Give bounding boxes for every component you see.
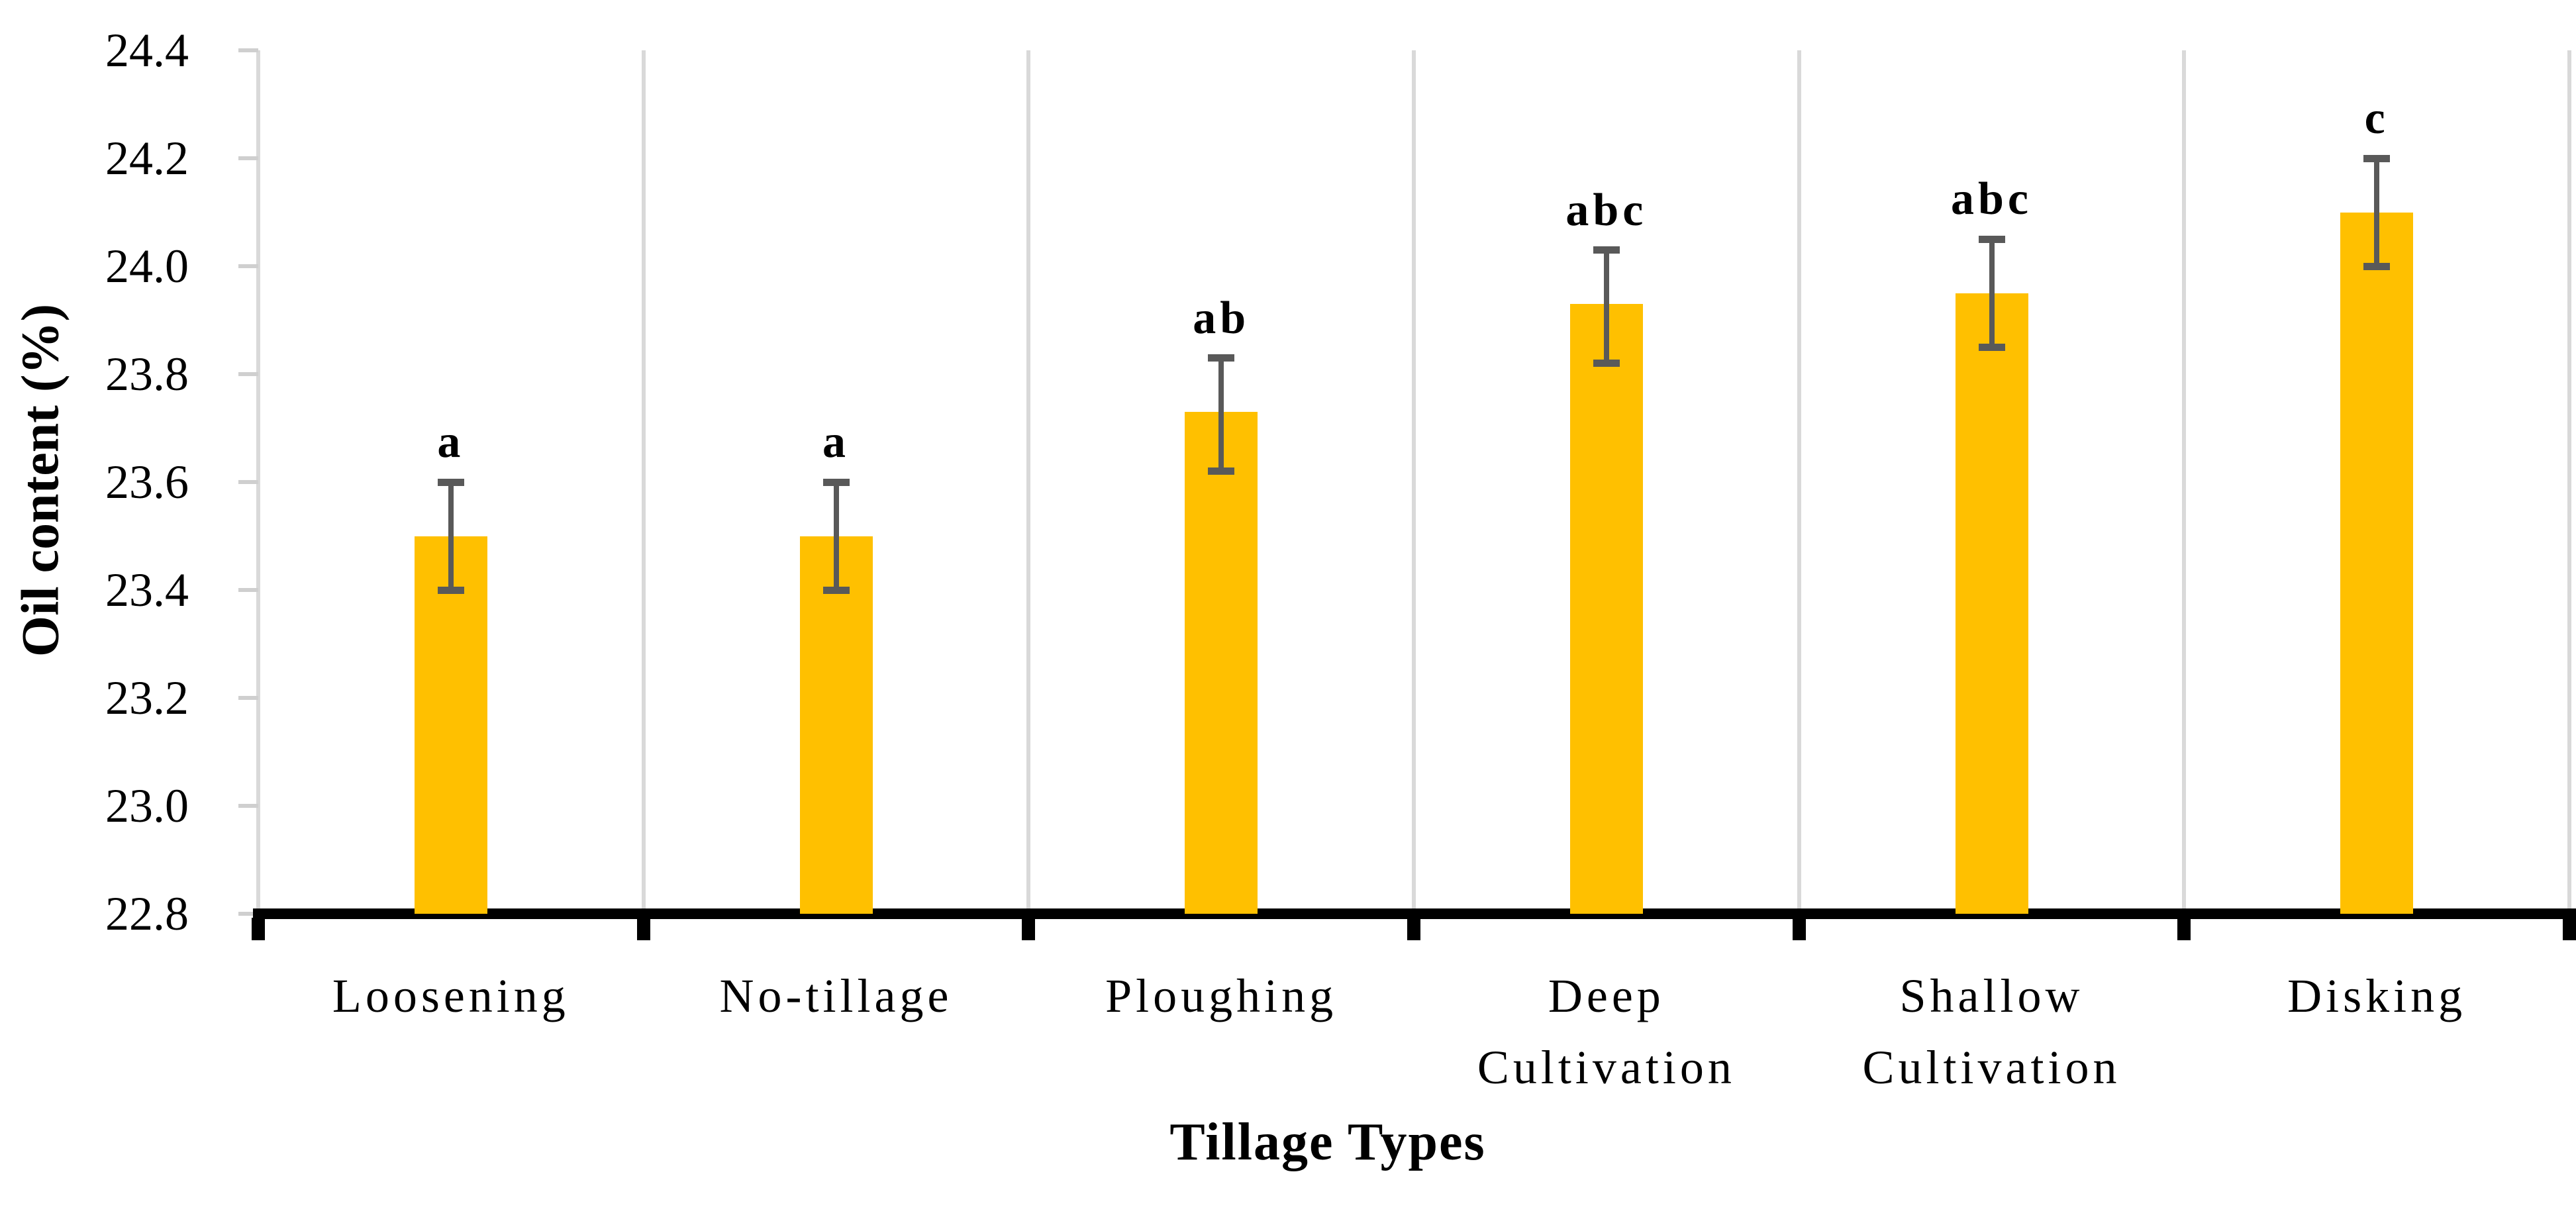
significance-letter: c — [2364, 93, 2389, 144]
category-gridline — [2567, 50, 2571, 914]
y-axis-tick — [238, 156, 258, 160]
bar — [1185, 412, 1258, 914]
x-category-label: Loosening — [332, 969, 570, 1022]
y-axis-tick — [238, 696, 258, 700]
y-tick-label: 24.0 — [105, 240, 189, 293]
error-bar-cap — [437, 478, 464, 486]
category-gridline — [2182, 50, 2187, 914]
significance-letter: ab — [1193, 292, 1250, 344]
x-axis-tick — [636, 918, 650, 940]
error-bar-cap — [2363, 154, 2391, 162]
error-bar-cap — [1978, 235, 2005, 243]
x-axis-tick — [252, 918, 265, 940]
error-bar — [1218, 358, 1224, 471]
significance-letter: a — [822, 416, 850, 467]
y-tick-label: 22.8 — [105, 887, 189, 940]
y-tick-label: 23.8 — [105, 348, 189, 401]
significance-letter: a — [437, 416, 465, 467]
x-axis-line — [253, 908, 2576, 919]
y-tick-label: 24.2 — [105, 132, 189, 185]
error-bar-cap — [1208, 354, 1235, 362]
x-category-label: Shallow Cultivation — [1862, 969, 2121, 1094]
x-axis-tick — [1792, 918, 1806, 940]
significance-letter: abc — [1951, 173, 2032, 225]
y-axis-tick — [238, 48, 258, 52]
x-axis-tick — [2563, 918, 2576, 940]
error-bar-cap — [1978, 343, 2005, 351]
y-tick-label: 24.4 — [105, 24, 189, 77]
y-axis-tick — [238, 372, 258, 376]
bar — [414, 536, 487, 914]
x-axis-tick — [1022, 918, 1036, 940]
category-gridline — [1797, 50, 1801, 914]
category-gridline — [641, 50, 646, 914]
y-axis-tick — [238, 804, 258, 808]
y-axis-tick — [238, 588, 258, 592]
y-tick-label: 23.2 — [105, 671, 189, 724]
y-tick-label: 23.6 — [105, 456, 189, 509]
error-bar-cap — [1593, 360, 1620, 367]
y-axis-tick — [238, 480, 258, 484]
bar — [2340, 212, 2414, 914]
y-tick-label: 23.4 — [105, 563, 189, 616]
y-axis-tick — [238, 264, 258, 268]
error-bar-cap — [437, 586, 464, 594]
y-axis-tick — [238, 912, 258, 916]
x-axis-title: Tillage Types — [1169, 1113, 1486, 1171]
x-category-label: Disking — [2287, 969, 2467, 1022]
error-bar-cap — [1593, 246, 1620, 254]
x-axis-tick — [2177, 918, 2191, 940]
category-gridline — [1412, 50, 1416, 914]
x-category-label: Ploughing — [1105, 969, 1338, 1022]
x-category-label: No-tillage — [719, 969, 953, 1022]
error-bar-cap — [2363, 262, 2391, 270]
error-bar-cap — [1208, 467, 1235, 475]
error-bar — [448, 482, 454, 590]
bar — [1569, 304, 1643, 914]
x-axis-tick — [1407, 918, 1420, 940]
error-bar — [1989, 239, 1995, 348]
y-tick-label: 23.0 — [105, 779, 189, 832]
error-bar — [2374, 158, 2380, 266]
bar — [799, 536, 873, 914]
error-bar-cap — [822, 478, 850, 486]
category-gridline — [1026, 50, 1031, 914]
y-axis-line — [256, 50, 260, 914]
bar — [1955, 293, 2028, 914]
error-bar-cap — [822, 586, 850, 594]
error-bar — [1603, 250, 1609, 364]
error-bar — [833, 482, 839, 590]
x-category-label: Deep Cultivation — [1477, 969, 1736, 1094]
significance-letter: abc — [1565, 184, 1648, 236]
